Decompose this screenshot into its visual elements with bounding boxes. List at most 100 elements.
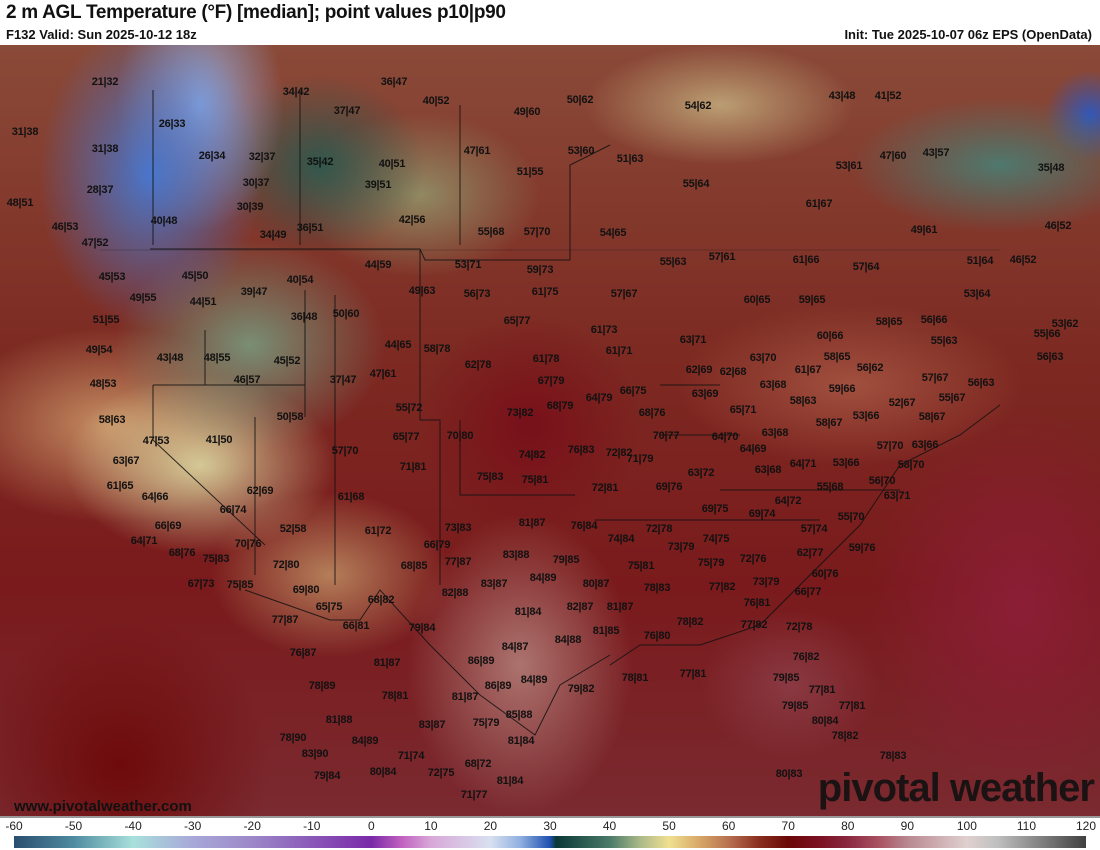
point-value-label: 79|84 <box>313 770 341 782</box>
point-value-label: 75|85 <box>226 579 254 591</box>
point-value-label: 62|78 <box>464 359 492 371</box>
point-value-label: 47|60 <box>879 150 907 162</box>
point-value-label: 43|57 <box>922 147 950 159</box>
point-value-label: 43|48 <box>156 352 184 364</box>
temperature-map[interactable]: 21|32 26|33 31|38 31|38 34|42 37|47 26|34 32|37… <box>0 45 1100 817</box>
point-value-label: 46|52 <box>1044 220 1072 232</box>
point-value-label: 71|79 <box>626 453 654 465</box>
colorbar-tick-label: 60 <box>721 819 736 833</box>
point-value-label: 61|67 <box>805 198 833 210</box>
point-value-label: 62|69 <box>246 485 274 497</box>
point-value-label: 42|56 <box>398 214 426 226</box>
point-value-label: 54|62 <box>684 100 712 112</box>
point-value-label: 82|88 <box>441 587 469 599</box>
colorbar-tick-label: 0 <box>367 819 375 833</box>
political-borders <box>100 90 1001 736</box>
point-value-label: 67|79 <box>537 375 565 387</box>
point-value-label: 80|87 <box>582 578 610 590</box>
point-value-label: 64|69 <box>739 443 767 455</box>
point-value-label: 69|74 <box>748 508 776 520</box>
point-value-label: 73|83 <box>444 522 472 534</box>
point-value-label: 65|71 <box>729 404 757 416</box>
point-value-label: 78|90 <box>279 732 307 744</box>
colorbar-tick-label: 70 <box>781 819 795 833</box>
point-value-label: 72|80 <box>272 559 300 571</box>
colorbar-tick-label: 90 <box>900 819 915 833</box>
point-value-label: 81|85 <box>592 625 620 637</box>
point-value-label: 73|79 <box>752 576 780 588</box>
point-value-label: 53|71 <box>454 259 482 271</box>
website-credit[interactable]: www.pivotalweather.com <box>14 798 192 815</box>
point-value-label: 57|74 <box>800 523 828 535</box>
point-value-label: 76|87 <box>289 647 317 659</box>
point-value-label: 68|82 <box>367 594 395 606</box>
point-value-label: 64|79 <box>585 392 613 404</box>
point-value-label: 47|61 <box>369 368 397 380</box>
point-value-label: 67|73 <box>187 578 215 590</box>
point-value-label: 56|70 <box>868 475 896 487</box>
point-value-label: 77|81 <box>679 668 707 680</box>
point-value-label: 81|87 <box>373 657 401 669</box>
colorbar-tick-label: 120 <box>1075 819 1097 833</box>
point-value-label: 57|70 <box>523 226 551 238</box>
point-value-label: 78|89 <box>308 680 336 692</box>
point-value-label: 36|48 <box>290 311 318 323</box>
point-value-label: 84|89 <box>351 735 379 747</box>
point-value-label: 50|58 <box>276 411 304 423</box>
colorbar-tick-label: 40 <box>602 819 617 833</box>
point-value-label: 75|83 <box>476 471 504 483</box>
point-value-label: 50|62 <box>566 94 594 106</box>
point-value-label: 51|55 <box>92 314 120 326</box>
point-value-label: 53|62 <box>1051 318 1079 330</box>
point-value-label: 52|58 <box>279 523 307 535</box>
point-value-label: 72|81 <box>591 482 619 494</box>
point-value-label: 49|63 <box>408 285 436 297</box>
colorbar-tick-labels: -60 -50 -40 -30 -20 -10 0 10 20 30 40 50 60 70 80 90 100… <box>0 818 1100 834</box>
colorbar-tick-label: 110 <box>1016 819 1037 833</box>
point-value-label: 72|75 <box>427 767 455 779</box>
point-value-label: 78|82 <box>676 616 704 628</box>
point-value-label: 35|42 <box>306 156 334 168</box>
point-value-label: 58|65 <box>823 351 851 363</box>
point-value-label: 73|79 <box>667 541 695 553</box>
point-value-label: 66|81 <box>342 620 370 632</box>
point-value-label: 68|85 <box>400 560 428 572</box>
point-value-label: 56|63 <box>967 377 995 389</box>
point-value-label: 55|68 <box>816 481 844 493</box>
point-value-label: 51|63 <box>616 153 644 165</box>
point-value-label: 77|82 <box>740 619 768 631</box>
point-value-label: 47|53 <box>142 435 170 447</box>
point-value-label: 71|81 <box>399 461 427 473</box>
point-value-label: 78|83 <box>643 582 671 594</box>
point-value-label: 58|70 <box>897 459 925 471</box>
point-value-label: 79|85 <box>781 700 809 712</box>
point-value-label: 41|52 <box>874 90 902 102</box>
point-value-label: 55|64 <box>682 178 710 190</box>
point-value-label: 36|51 <box>296 222 324 234</box>
point-value-label: 61|73 <box>590 324 618 336</box>
point-value-label: 68|79 <box>546 400 574 412</box>
point-value-label: 78|82 <box>831 730 859 742</box>
point-value-label: 57|70 <box>876 440 904 452</box>
colorbar-tick-label: 10 <box>424 819 438 833</box>
point-value-label: 84|89 <box>529 572 557 584</box>
point-value-label: 21|32 <box>91 76 119 88</box>
point-value-label: 66|74 <box>219 504 247 516</box>
point-value-label: 55|67 <box>938 392 966 404</box>
init-time: Init: Tue 2025-10-07 06z EPS (OpenData) <box>844 27 1092 42</box>
point-value-label: 59|76 <box>848 542 876 554</box>
point-value-label: 62|68 <box>719 366 747 378</box>
point-value-label: 63|71 <box>679 334 707 346</box>
point-value-label: 63|69 <box>691 388 719 400</box>
point-value-label: 76|83 <box>567 444 595 456</box>
point-value-label: 48|55 <box>203 352 231 364</box>
point-value-label: 57|70 <box>331 445 359 457</box>
point-value-label: 63|66 <box>911 439 939 451</box>
colorbar-tick-label: -60 <box>5 819 23 833</box>
colorbar-tick-label: -40 <box>124 819 142 833</box>
point-value-label: 72|78 <box>645 523 673 535</box>
point-value-label: 34|49 <box>259 229 287 241</box>
point-value-label: 49|60 <box>513 106 541 118</box>
point-value-label: 46|52 <box>1009 254 1037 266</box>
point-value-label: 78|81 <box>621 672 649 684</box>
